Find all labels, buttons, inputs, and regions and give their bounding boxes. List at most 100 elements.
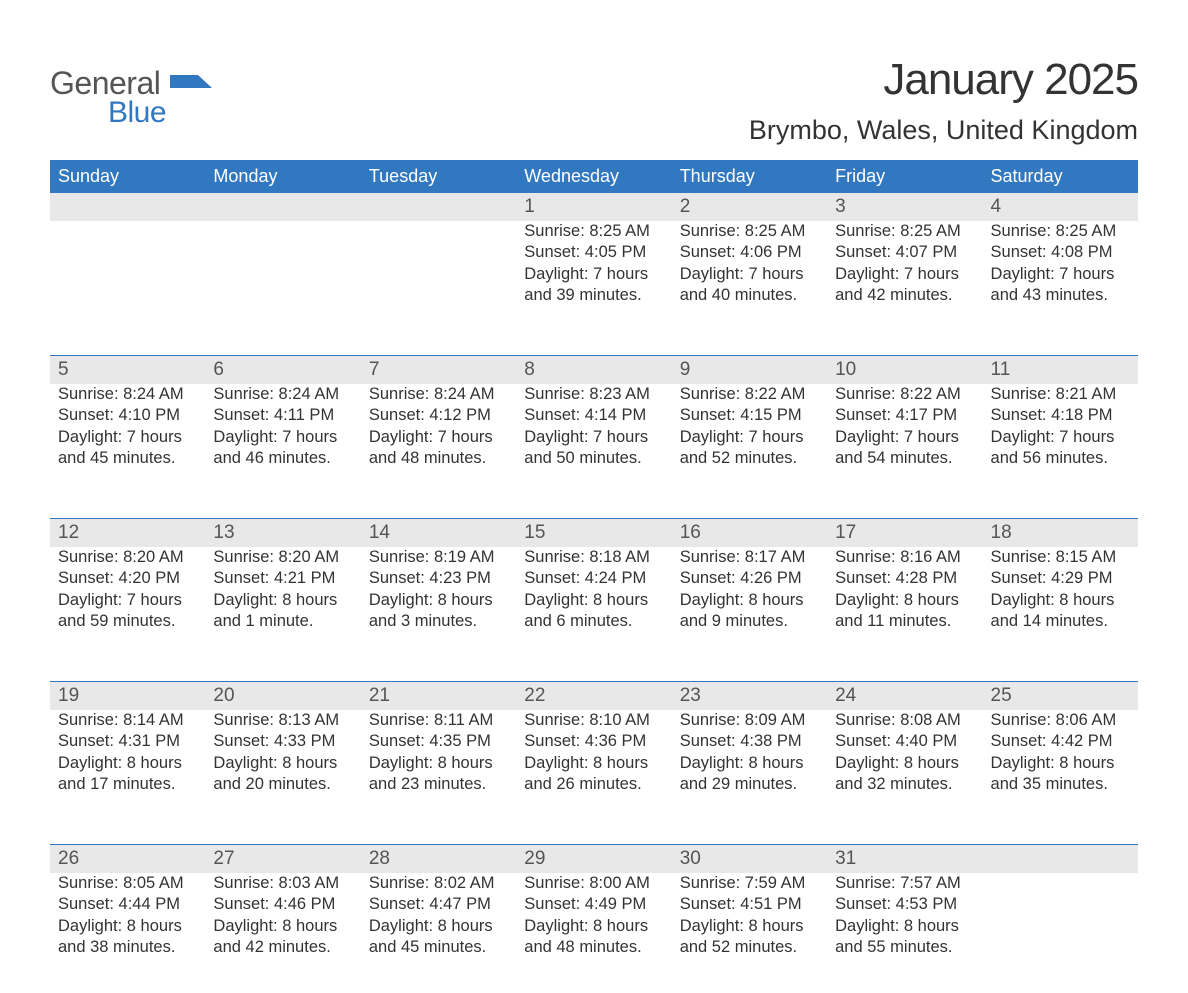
day-number: 9 (672, 356, 827, 384)
day-number: 11 (983, 356, 1138, 384)
day-cell: Sunrise: 8:00 AMSunset: 4:49 PMDaylight:… (516, 873, 671, 993)
day-sunrise: Sunrise: 8:10 AM (524, 710, 665, 731)
day-number (361, 193, 516, 221)
day-daylight2: and 45 minutes. (58, 448, 199, 469)
day-cell: Sunrise: 8:09 AMSunset: 4:38 PMDaylight:… (672, 710, 827, 830)
day-sunset: Sunset: 4:06 PM (680, 242, 821, 263)
day-cell: Sunrise: 8:24 AMSunset: 4:11 PMDaylight:… (205, 384, 360, 504)
day-content: Sunrise: 8:02 AMSunset: 4:47 PMDaylight:… (367, 873, 510, 959)
week-row: 567891011Sunrise: 8:24 AMSunset: 4:10 PM… (50, 355, 1138, 504)
day-sunrise: Sunrise: 8:11 AM (369, 710, 510, 731)
day-number: 13 (205, 519, 360, 547)
day-daylight2: and 29 minutes. (680, 774, 821, 795)
day-content: Sunrise: 8:25 AMSunset: 4:06 PMDaylight:… (678, 221, 821, 307)
day-sunrise: Sunrise: 8:18 AM (524, 547, 665, 568)
day-daylight2: and 20 minutes. (213, 774, 354, 795)
day-content: Sunrise: 8:14 AMSunset: 4:31 PMDaylight:… (56, 710, 199, 796)
day-content: Sunrise: 8:25 AMSunset: 4:07 PMDaylight:… (833, 221, 976, 307)
week-inner: 12131415161718Sunrise: 8:20 AMSunset: 4:… (50, 519, 1138, 667)
day-sunrise: Sunrise: 8:20 AM (58, 547, 199, 568)
title-block: January 2025 Brymbo, Wales, United Kingd… (749, 55, 1138, 146)
day-cell: Sunrise: 7:59 AMSunset: 4:51 PMDaylight:… (672, 873, 827, 993)
day-daylight1: Daylight: 7 hours (524, 264, 665, 285)
day-sunset: Sunset: 4:44 PM (58, 894, 199, 915)
day-daylight2: and 54 minutes. (835, 448, 976, 469)
day-number: 3 (827, 193, 982, 221)
day-number: 6 (205, 356, 360, 384)
day-sunrise: Sunrise: 8:17 AM (680, 547, 821, 568)
day-sunset: Sunset: 4:46 PM (213, 894, 354, 915)
day-content: Sunrise: 8:24 AMSunset: 4:12 PMDaylight:… (367, 384, 510, 470)
day-sunrise: Sunrise: 8:08 AM (835, 710, 976, 731)
day-number: 25 (983, 682, 1138, 710)
day-number-strip: 567891011 (50, 356, 1138, 384)
day-content: Sunrise: 8:19 AMSunset: 4:23 PMDaylight:… (367, 547, 510, 633)
day-daylight2: and 56 minutes. (991, 448, 1132, 469)
week-inner: 567891011Sunrise: 8:24 AMSunset: 4:10 PM… (50, 356, 1138, 504)
day-cell: Sunrise: 8:24 AMSunset: 4:10 PMDaylight:… (50, 384, 205, 504)
day-sunrise: Sunrise: 8:05 AM (58, 873, 199, 894)
day-sunset: Sunset: 4:15 PM (680, 405, 821, 426)
day-number: 10 (827, 356, 982, 384)
day-content: Sunrise: 8:10 AMSunset: 4:36 PMDaylight:… (522, 710, 665, 796)
day-daylight1: Daylight: 7 hours (369, 427, 510, 448)
day-number: 31 (827, 845, 982, 873)
day-number (983, 845, 1138, 873)
day-sunset: Sunset: 4:47 PM (369, 894, 510, 915)
day-sunrise: Sunrise: 7:57 AM (835, 873, 976, 894)
day-daylight2: and 35 minutes. (991, 774, 1132, 795)
day-cell: Sunrise: 8:05 AMSunset: 4:44 PMDaylight:… (50, 873, 205, 993)
day-number: 4 (983, 193, 1138, 221)
day-daylight1: Daylight: 7 hours (835, 264, 976, 285)
day-daylight2: and 52 minutes. (680, 937, 821, 958)
weekday-header: Monday (205, 160, 360, 193)
day-daylight2: and 43 minutes. (991, 285, 1132, 306)
day-cell: Sunrise: 8:03 AMSunset: 4:46 PMDaylight:… (205, 873, 360, 993)
day-daylight2: and 42 minutes. (835, 285, 976, 306)
day-number: 17 (827, 519, 982, 547)
day-daylight1: Daylight: 8 hours (213, 753, 354, 774)
day-daylight1: Daylight: 8 hours (524, 590, 665, 611)
day-content: Sunrise: 8:11 AMSunset: 4:35 PMDaylight:… (367, 710, 510, 796)
day-content-row: Sunrise: 8:14 AMSunset: 4:31 PMDaylight:… (50, 710, 1138, 830)
day-sunrise: Sunrise: 8:00 AM (524, 873, 665, 894)
day-daylight2: and 23 minutes. (369, 774, 510, 795)
day-number: 24 (827, 682, 982, 710)
day-number: 28 (361, 845, 516, 873)
week-row: 12131415161718Sunrise: 8:20 AMSunset: 4:… (50, 518, 1138, 667)
day-sunrise: Sunrise: 8:06 AM (991, 710, 1132, 731)
day-daylight1: Daylight: 8 hours (835, 753, 976, 774)
day-daylight2: and 26 minutes. (524, 774, 665, 795)
day-sunrise: Sunrise: 8:14 AM (58, 710, 199, 731)
day-cell (50, 221, 205, 341)
day-number: 18 (983, 519, 1138, 547)
day-content-row: Sunrise: 8:24 AMSunset: 4:10 PMDaylight:… (50, 384, 1138, 504)
weekday-header: Sunday (50, 160, 205, 193)
day-sunset: Sunset: 4:17 PM (835, 405, 976, 426)
day-sunset: Sunset: 4:23 PM (369, 568, 510, 589)
day-content: Sunrise: 8:20 AMSunset: 4:21 PMDaylight:… (211, 547, 354, 633)
day-sunrise: Sunrise: 8:23 AM (524, 384, 665, 405)
day-sunrise: Sunrise: 8:21 AM (991, 384, 1132, 405)
day-sunrise: Sunrise: 8:24 AM (213, 384, 354, 405)
weekday-header: Wednesday (516, 160, 671, 193)
day-number: 15 (516, 519, 671, 547)
day-daylight1: Daylight: 8 hours (58, 753, 199, 774)
day-sunset: Sunset: 4:20 PM (58, 568, 199, 589)
day-sunrise: Sunrise: 8:24 AM (58, 384, 199, 405)
day-content: Sunrise: 8:22 AMSunset: 4:15 PMDaylight:… (678, 384, 821, 470)
day-sunset: Sunset: 4:29 PM (991, 568, 1132, 589)
day-daylight1: Daylight: 8 hours (835, 916, 976, 937)
day-cell: Sunrise: 8:17 AMSunset: 4:26 PMDaylight:… (672, 547, 827, 667)
day-number: 20 (205, 682, 360, 710)
day-content: Sunrise: 8:00 AMSunset: 4:49 PMDaylight:… (522, 873, 665, 959)
day-sunset: Sunset: 4:12 PM (369, 405, 510, 426)
day-sunrise: Sunrise: 8:16 AM (835, 547, 976, 568)
day-daylight2: and 55 minutes. (835, 937, 976, 958)
day-daylight2: and 46 minutes. (213, 448, 354, 469)
day-sunset: Sunset: 4:36 PM (524, 731, 665, 752)
day-sunset: Sunset: 4:08 PM (991, 242, 1132, 263)
day-number-strip: 12131415161718 (50, 519, 1138, 547)
day-daylight2: and 1 minute. (213, 611, 354, 632)
day-sunset: Sunset: 4:26 PM (680, 568, 821, 589)
